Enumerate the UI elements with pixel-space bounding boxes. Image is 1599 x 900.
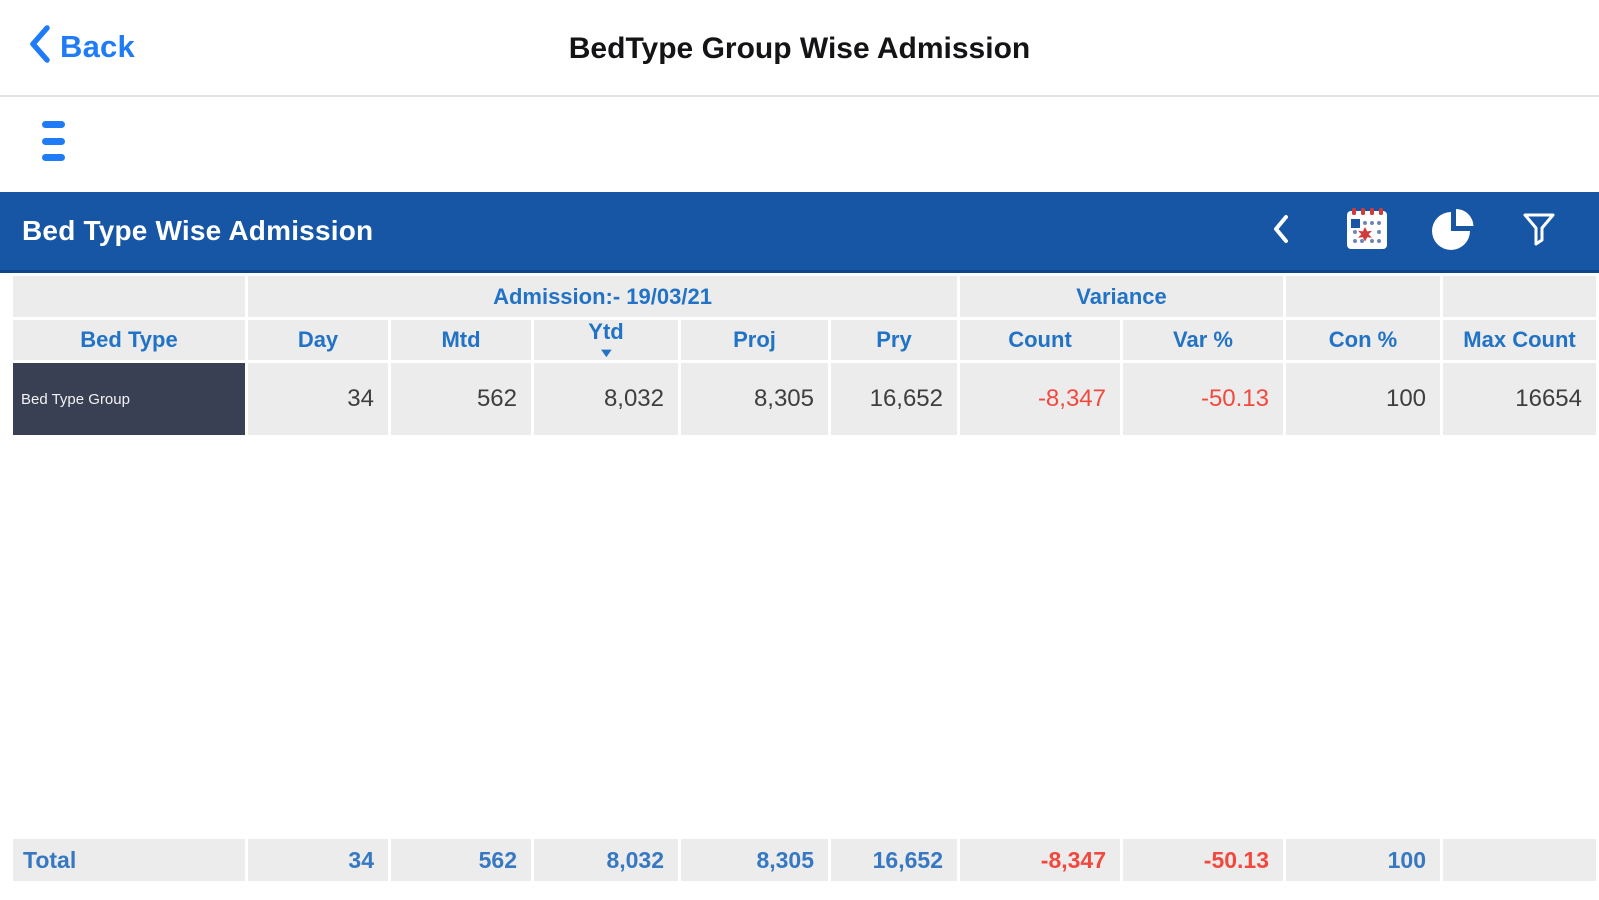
col-header-mtd[interactable]: Mtd <box>391 320 531 360</box>
back-label: Back <box>60 28 135 64</box>
total-proj: 8,305 <box>681 839 828 881</box>
total-day: 34 <box>248 839 388 881</box>
col-header-proj[interactable]: Proj <box>681 320 828 360</box>
col-header-ytd-label: Ytd <box>588 320 624 344</box>
total-max-count <box>1443 839 1596 881</box>
report-title: Bed Type Wise Admission <box>22 215 374 246</box>
filter-icon <box>1521 211 1557 252</box>
table-row: Bed Type Group 34 562 8,032 8,305 16,652… <box>13 363 1597 435</box>
cell-max-count: 16654 <box>1443 363 1597 435</box>
menu-button[interactable] <box>42 121 66 161</box>
empty-scroll-area <box>10 438 1599 836</box>
cell-bed-type-group[interactable]: Bed Type Group <box>13 363 245 435</box>
report-grid: Admission:- 19/03/21 Variance Bed Type D… <box>10 273 1599 438</box>
col-header-max-count[interactable]: Max Count <box>1443 320 1597 360</box>
total-label: Total <box>13 839 245 881</box>
total-var-pct: -50.13 <box>1123 839 1283 881</box>
column-header-row: Bed Type Day Mtd Ytd ▼ Proj Pry Count Va… <box>13 320 1597 360</box>
filter-button[interactable] <box>1513 205 1565 257</box>
group-header-row: Admission:- 19/03/21 Variance <box>13 276 1597 317</box>
col-header-ytd[interactable]: Ytd ▼ <box>534 320 678 360</box>
back-chevron-icon <box>28 24 52 69</box>
cell-ytd: 8,032 <box>534 363 678 435</box>
chevron-left-icon <box>1272 214 1290 249</box>
cell-day: 34 <box>248 363 388 435</box>
col-header-day[interactable]: Day <box>248 320 388 360</box>
col-header-count[interactable]: Count <box>960 320 1120 360</box>
cell-count: -8,347 <box>960 363 1120 435</box>
sort-desc-icon: ▼ <box>596 345 616 360</box>
total-con-pct: 100 <box>1286 839 1440 881</box>
toolbar-icons <box>1255 205 1599 257</box>
group-header-admission: Admission:- 19/03/21 <box>248 276 957 317</box>
admission-report-table: Admission:- 19/03/21 Variance Bed Type D… <box>10 273 1599 884</box>
total-count: -8,347 <box>960 839 1120 881</box>
total-grid: Total 34 562 8,032 8,305 16,652 -8,347 -… <box>10 836 1599 884</box>
cell-con-pct: 100 <box>1286 363 1441 435</box>
col-header-bed-type[interactable]: Bed Type <box>13 320 245 360</box>
menu-icon <box>42 121 65 128</box>
col-header-var-pct[interactable]: Var % <box>1123 320 1284 360</box>
calendar-icon <box>1344 206 1390 257</box>
back-button[interactable]: Back <box>28 24 135 69</box>
total-row: Total 34 562 8,032 8,305 16,652 -8,347 -… <box>13 839 1596 881</box>
group-blank-maxcount <box>1443 276 1597 317</box>
top-nav-bar: Back BedType Group Wise Admission <box>0 0 1599 97</box>
cell-pry: 16,652 <box>831 363 957 435</box>
total-mtd: 562 <box>391 839 531 881</box>
group-blank-bedtype <box>13 276 245 317</box>
group-header-variance: Variance <box>960 276 1284 317</box>
collapse-left-button[interactable] <box>1255 205 1307 257</box>
chart-view-button[interactable] <box>1427 205 1479 257</box>
col-header-con-pct[interactable]: Con % <box>1286 320 1441 360</box>
cell-proj: 8,305 <box>681 363 828 435</box>
col-header-pry[interactable]: Pry <box>831 320 957 360</box>
cell-mtd: 562 <box>391 363 531 435</box>
report-toolbar: Bed Type Wise Admission <box>0 192 1599 273</box>
page-title: BedType Group Wise Admission <box>568 31 1031 65</box>
group-blank-con <box>1286 276 1441 317</box>
total-pry: 16,652 <box>831 839 957 881</box>
pie-chart-icon <box>1429 205 1477 258</box>
cell-var-pct: -50.13 <box>1123 363 1284 435</box>
date-picker-button[interactable] <box>1341 205 1393 257</box>
total-ytd: 8,032 <box>534 839 678 881</box>
